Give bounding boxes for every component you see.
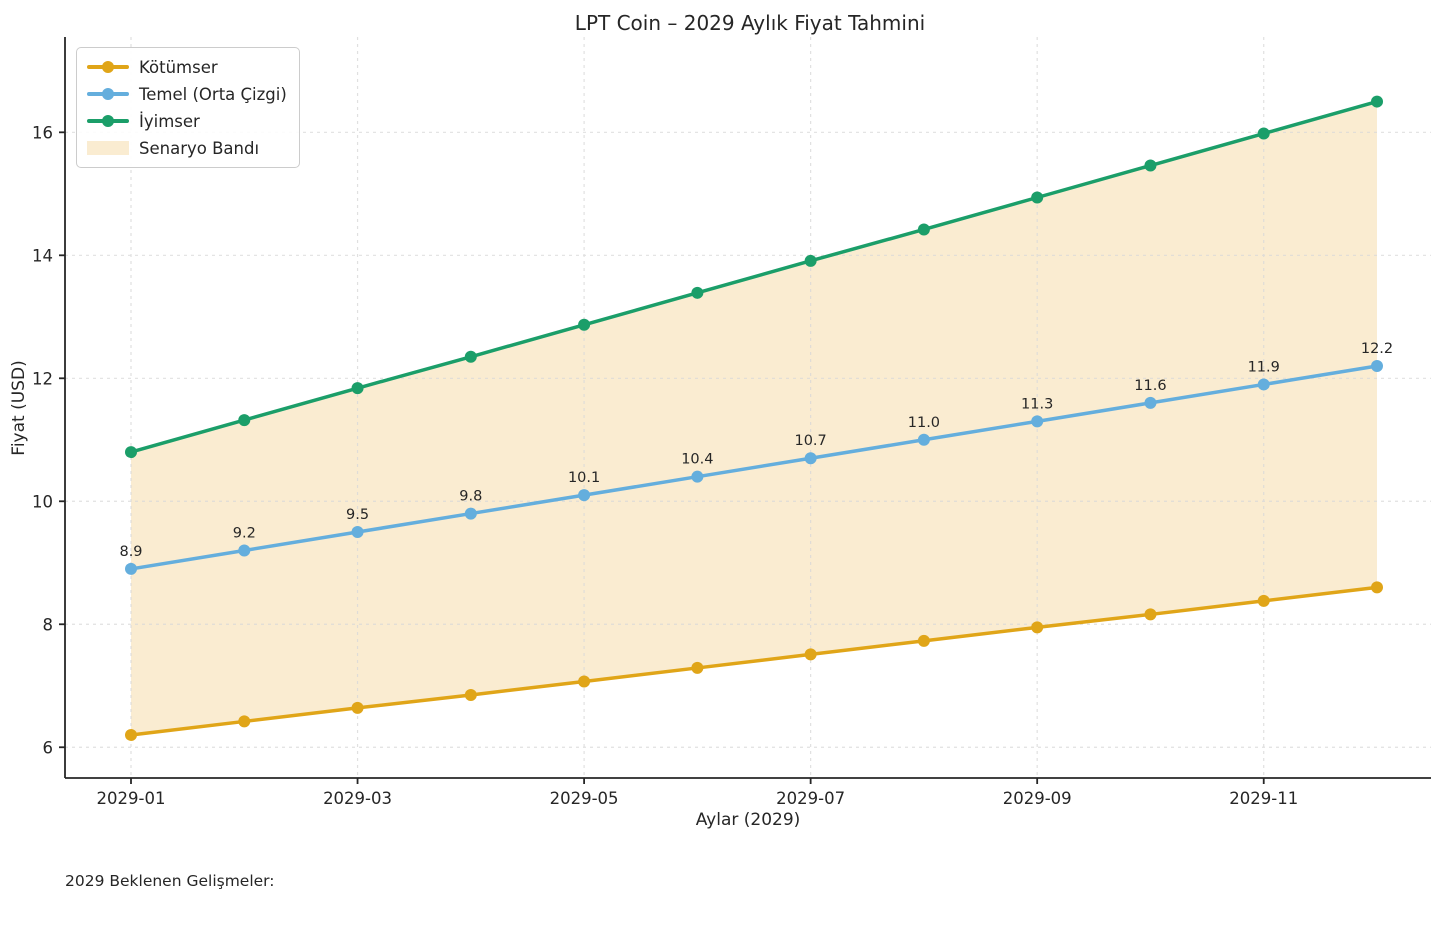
svg-text:10: 10 (32, 492, 53, 511)
svg-text:10.1: 10.1 (568, 470, 600, 486)
legend-label: Kötümser (139, 57, 218, 77)
y-axis-label: Fiyat (USD) (9, 360, 29, 455)
svg-text:2029-07: 2029-07 (776, 789, 845, 808)
series-Kötümser (125, 581, 1383, 741)
x-axis-label: Aylar (2029) (696, 810, 801, 830)
svg-text:9.5: 9.5 (346, 507, 369, 523)
svg-text:2029-09: 2029-09 (1003, 789, 1072, 808)
svg-text:11.0: 11.0 (908, 415, 940, 431)
line-marker-swatch (87, 114, 129, 128)
svg-text:8.9: 8.9 (119, 544, 142, 560)
svg-text:9.8: 9.8 (459, 489, 482, 505)
svg-text:9.2: 9.2 (233, 525, 256, 541)
svg-text:11.3: 11.3 (1021, 396, 1053, 412)
legend-item-optimistic: İyimser (87, 110, 287, 132)
svg-text:12.2: 12.2 (1361, 341, 1393, 357)
chart-title: LPT Coin – 2029 Aylık Fiyat Tahmini (575, 11, 925, 35)
legend-item-base: Temel (Orta Çizgi) (87, 83, 287, 105)
plot-area: 2029-01 2029-03 2029-05 2029-07 2029-09 2029-… (32, 37, 1431, 808)
tick-labels: 2029-01 2029-03 2029-05 2029-07 2029-09 2029-… (32, 123, 1298, 808)
svg-text:8: 8 (43, 615, 54, 634)
svg-text:11.9: 11.9 (1248, 359, 1280, 375)
svg-text:14: 14 (32, 246, 53, 265)
svg-text:10.4: 10.4 (681, 452, 713, 468)
svg-text:11.6: 11.6 (1134, 378, 1166, 394)
svg-text:2029-03: 2029-03 (323, 789, 392, 808)
svg-text:6: 6 (43, 738, 54, 757)
svg-text:2029-11: 2029-11 (1229, 789, 1298, 808)
note-line: 2029 Beklenen Gelişmeler: (65, 872, 275, 890)
line-marker-swatch (87, 87, 129, 101)
series-Temel (Orta Çizgi): 8.9 9.2 9.5 9.8 10.1 10.4 10.7 11.0 11.3 11.6 11.9… (119, 341, 1393, 575)
scenario-band (131, 101, 1377, 735)
legend: Kötümser Temel (Orta Çizgi) İyimser Sena… (76, 47, 300, 168)
legend-label: Temel (Orta Çizgi) (139, 84, 287, 104)
svg-text:2029-01: 2029-01 (97, 789, 166, 808)
svg-text:12: 12 (32, 369, 53, 388)
band-swatch (87, 141, 129, 155)
legend-item-pessimistic: Kötümser (87, 56, 287, 78)
svg-text:16: 16 (32, 123, 53, 142)
svg-text:2029-05: 2029-05 (550, 789, 619, 808)
legend-label: İyimser (139, 111, 200, 131)
legend-item-band: Senaryo Bandı (87, 137, 287, 159)
legend-label: Senaryo Bandı (139, 138, 260, 158)
line-marker-swatch (87, 60, 129, 74)
svg-text:10.7: 10.7 (794, 433, 826, 449)
expected-developments-notes: 2029 Beklenen Gelişmeler: - Mart: AI vid… (65, 824, 766, 928)
axes-spines (59, 37, 1431, 784)
series-İyimser (125, 95, 1383, 459)
